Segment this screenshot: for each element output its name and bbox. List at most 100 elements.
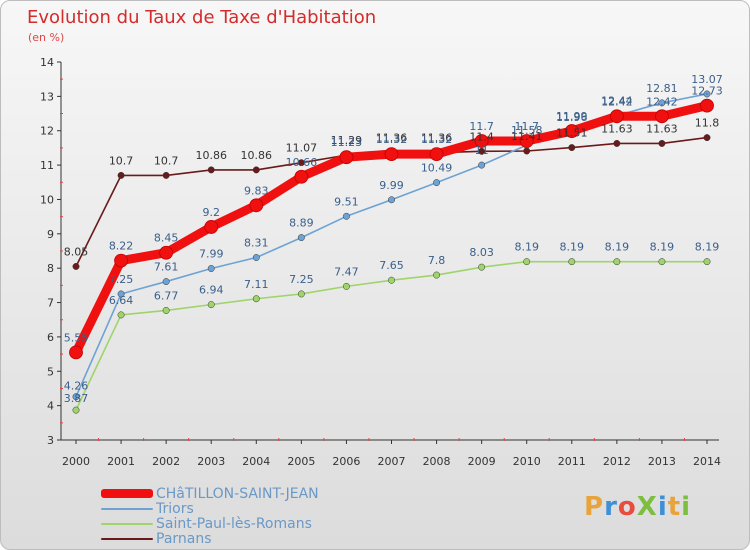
data-label: 8.19 xyxy=(650,241,675,254)
legend-item-saint-paul: Saint-Paul-lès-Romans xyxy=(101,515,319,532)
y-tick-label: 13 xyxy=(40,90,54,103)
data-point xyxy=(297,290,305,298)
data-point xyxy=(207,166,215,174)
data-label: 7.11 xyxy=(244,278,269,291)
y-tick-label: 6 xyxy=(47,331,54,344)
data-point xyxy=(69,345,83,360)
data-label: 4.26 xyxy=(64,380,89,393)
data-point xyxy=(433,271,441,279)
data-label: 8.22 xyxy=(109,240,134,253)
x-tick-label: 2013 xyxy=(648,455,676,468)
y-tick-label: 5 xyxy=(47,365,54,378)
data-label: 11.63 xyxy=(601,122,633,135)
legend-swatch xyxy=(101,537,153,540)
legend-label: Triors xyxy=(156,500,194,517)
data-label: 11.23 xyxy=(331,136,363,149)
y-tick-label: 10 xyxy=(40,193,54,206)
data-point xyxy=(564,124,579,138)
data-point xyxy=(384,147,399,161)
data-point xyxy=(339,150,354,165)
data-label: 12.73 xyxy=(691,85,723,98)
data-point xyxy=(655,109,669,124)
data-point xyxy=(613,258,621,266)
data-point xyxy=(523,147,531,155)
data-point xyxy=(204,220,219,234)
legend: CHâTILLON-SAINT-JEAN Triors Saint-Paul-l… xyxy=(101,486,319,547)
x-tick-label: 2012 xyxy=(603,455,631,468)
data-point xyxy=(72,406,80,414)
data-point xyxy=(162,278,170,286)
data-label: 11.36 xyxy=(421,132,453,145)
data-point xyxy=(159,245,174,260)
data-point xyxy=(700,98,714,113)
proxiti-logo: ProXiti xyxy=(584,492,692,522)
data-label: 5.55 xyxy=(64,331,89,344)
data-point xyxy=(252,254,260,261)
data-point xyxy=(478,263,486,271)
legend-item-parnans: Parnans xyxy=(101,531,319,547)
data-point xyxy=(703,134,711,142)
y-tick-label: 3 xyxy=(47,434,54,447)
data-label: 8.45 xyxy=(154,232,179,245)
data-label: 8.19 xyxy=(605,241,630,254)
y-tick-label: 14 xyxy=(40,56,54,69)
data-label: 9.51 xyxy=(334,195,359,208)
data-point xyxy=(568,144,576,152)
data-point xyxy=(162,171,170,179)
data-label: 11.32 xyxy=(421,133,453,146)
data-point xyxy=(429,147,444,161)
data-point xyxy=(433,179,441,187)
data-point xyxy=(297,234,305,242)
data-point xyxy=(207,265,215,272)
data-point xyxy=(703,90,711,98)
x-tick-label: 2000 xyxy=(62,455,90,468)
data-label: 6.77 xyxy=(154,289,179,302)
data-label: 7.25 xyxy=(109,273,134,286)
data-point xyxy=(114,253,128,268)
x-tick-label: 2010 xyxy=(513,455,541,468)
data-point xyxy=(297,159,305,167)
data-label: 11.07 xyxy=(286,142,318,155)
data-label: 7.47 xyxy=(334,265,359,278)
data-label: 11.96 xyxy=(556,111,588,124)
x-tick-label: 2005 xyxy=(287,455,315,468)
data-point xyxy=(342,212,350,220)
chart-title: Evolution du Taux de Taxe d'Habitation xyxy=(27,7,377,28)
data-point xyxy=(72,393,80,401)
data-label: 11.99 xyxy=(556,110,588,123)
x-tick-label: 2002 xyxy=(152,455,180,468)
data-label: 12.42 xyxy=(646,95,678,108)
chart-subtitle: (en %) xyxy=(28,31,65,44)
data-label: 10.86 xyxy=(195,149,227,162)
data-label: 10.49 xyxy=(421,162,453,175)
data-point xyxy=(703,258,711,266)
x-tick-label: 2014 xyxy=(693,455,721,468)
data-label: 11.41 xyxy=(511,130,543,143)
x-tick-label: 2006 xyxy=(332,455,360,468)
legend-swatch xyxy=(101,507,153,510)
data-point xyxy=(568,258,576,266)
data-point xyxy=(72,263,80,270)
data-label: 8.19 xyxy=(695,241,720,254)
data-label: 11.32 xyxy=(376,133,408,146)
data-point xyxy=(478,147,486,155)
data-point xyxy=(252,295,260,303)
data-point xyxy=(523,258,531,266)
data-label: 11.51 xyxy=(556,127,588,140)
data-point xyxy=(117,290,125,298)
data-label: 8.05 xyxy=(64,245,89,258)
data-label: 7.8 xyxy=(428,254,446,267)
y-tick-label: 12 xyxy=(40,125,54,138)
legend-label: Saint-Paul-lès-Romans xyxy=(156,515,312,532)
data-label: 7.61 xyxy=(154,261,179,274)
data-point xyxy=(658,99,666,107)
data-point xyxy=(252,166,260,174)
data-point xyxy=(658,258,666,266)
data-point xyxy=(117,171,125,179)
y-tick-label: 9 xyxy=(47,228,54,241)
data-point xyxy=(388,196,395,204)
data-label: 11.4 xyxy=(469,130,494,143)
data-point xyxy=(609,109,624,124)
data-label: 11.7 xyxy=(469,120,494,133)
data-label: 6.64 xyxy=(109,294,134,307)
